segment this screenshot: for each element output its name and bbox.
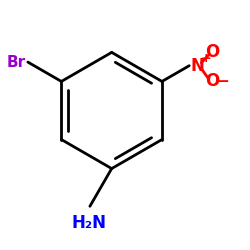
Text: +: +	[201, 52, 211, 65]
Text: O: O	[206, 72, 220, 90]
Text: O: O	[206, 44, 220, 62]
Text: Br: Br	[6, 54, 25, 70]
Text: −: −	[216, 74, 229, 89]
Text: N: N	[190, 57, 204, 75]
Text: H₂N: H₂N	[71, 214, 106, 232]
